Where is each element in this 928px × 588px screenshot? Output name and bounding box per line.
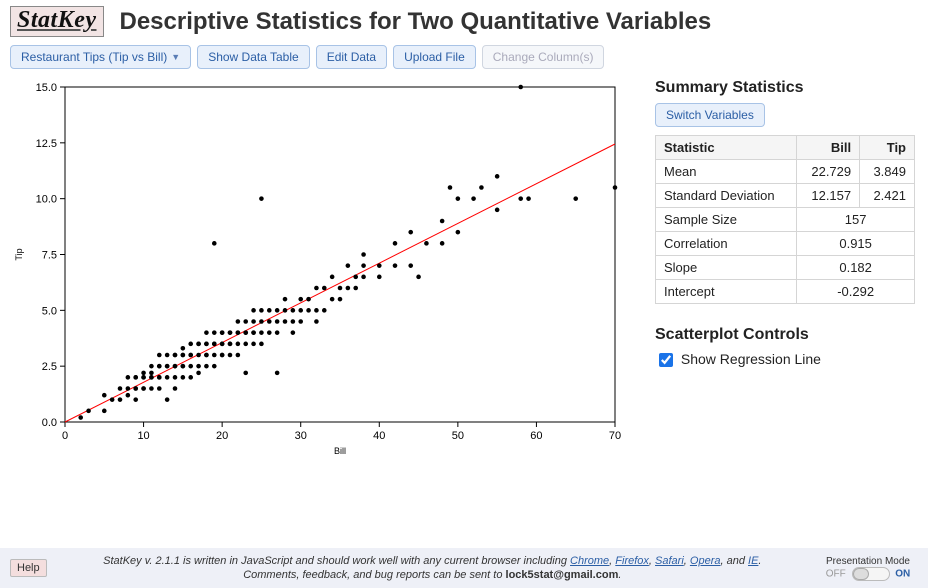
dataset-dropdown-label: Restaurant Tips (Tip vs Bill) [21, 49, 167, 65]
show-regression-line-label: Show Regression Line [681, 351, 821, 367]
svg-text:20: 20 [216, 430, 228, 442]
browser-link[interactable]: IE [748, 555, 758, 567]
dataset-dropdown[interactable]: Restaurant Tips (Tip vs Bill) ▼ [10, 45, 191, 69]
svg-text:0.0: 0.0 [42, 417, 57, 429]
page-title: Descriptive Statistics for Two Quantitat… [120, 8, 712, 36]
show-regression-line-control[interactable]: Show Regression Line [655, 351, 821, 367]
svg-text:70: 70 [609, 430, 621, 442]
presentation-mode-control: Presentation Mode OFF ON [818, 556, 918, 581]
browser-link[interactable]: Chrome [570, 555, 609, 567]
presentation-mode-off-label: OFF [826, 568, 846, 579]
col-tip: Tip [860, 136, 915, 160]
browser-link[interactable]: Firefox [615, 555, 649, 567]
upload-file-button[interactable]: Upload File [393, 45, 476, 69]
footer-text: StatKey v. 2.1.1 is written in JavaScrip… [57, 554, 808, 582]
change-columns-button: Change Column(s) [482, 45, 605, 69]
svg-text:12.5: 12.5 [36, 138, 57, 150]
browser-link[interactable]: Safari [655, 555, 684, 567]
svg-text:Bill: Bill [334, 446, 346, 456]
edit-data-button[interactable]: Edit Data [316, 45, 387, 69]
show-regression-line-checkbox[interactable] [659, 353, 673, 367]
col-bill: Bill [797, 136, 860, 160]
svg-text:15.0: 15.0 [36, 82, 57, 94]
table-row: Slope 0.182 [656, 256, 915, 280]
switch-variables-button[interactable]: Switch Variables [655, 103, 765, 127]
table-row: Standard Deviation 12.157 2.421 [656, 184, 915, 208]
svg-text:10: 10 [137, 430, 149, 442]
svg-text:5.0: 5.0 [42, 305, 57, 317]
scatterplot: 0 10 20 30 40 50 60 70 0.0 2.5 5.0 7.5 10.0 12.5 15.0 B… [10, 77, 625, 457]
logo[interactable]: StatKey [10, 6, 104, 37]
caret-down-icon: ▼ [171, 49, 180, 65]
svg-text:Tip: Tip [14, 248, 24, 260]
table-row: Sample Size 157 [656, 208, 915, 232]
help-button[interactable]: Help [10, 559, 47, 577]
svg-text:0: 0 [62, 430, 68, 442]
svg-text:40: 40 [373, 430, 385, 442]
scatterplot-controls-title: Scatterplot Controls [655, 326, 915, 344]
table-row: Intercept -0.292 [656, 280, 915, 304]
presentation-mode-on-label: ON [895, 568, 910, 579]
presentation-mode-label: Presentation Mode [818, 556, 918, 567]
svg-text:2.5: 2.5 [42, 361, 57, 373]
col-statistic: Statistic [656, 136, 797, 160]
svg-text:50: 50 [452, 430, 464, 442]
svg-text:7.5: 7.5 [42, 250, 57, 262]
table-row: Correlation 0.915 [656, 232, 915, 256]
show-data-table-button[interactable]: Show Data Table [197, 45, 310, 69]
presentation-mode-toggle[interactable] [852, 567, 890, 581]
table-row: Mean 22.729 3.849 [656, 160, 915, 184]
summary-statistics-title: Summary Statistics [655, 79, 915, 97]
browser-link[interactable]: Opera [690, 555, 721, 567]
svg-text:10.0: 10.0 [36, 194, 57, 206]
summary-statistics-table: Statistic Bill Tip Mean 22.729 3.849 Sta… [655, 135, 915, 304]
toolbar: Restaurant Tips (Tip vs Bill) ▼ Show Dat… [0, 41, 928, 77]
footer: Help StatKey v. 2.1.1 is written in Java… [0, 548, 928, 588]
svg-text:60: 60 [530, 430, 542, 442]
svg-text:30: 30 [295, 430, 307, 442]
